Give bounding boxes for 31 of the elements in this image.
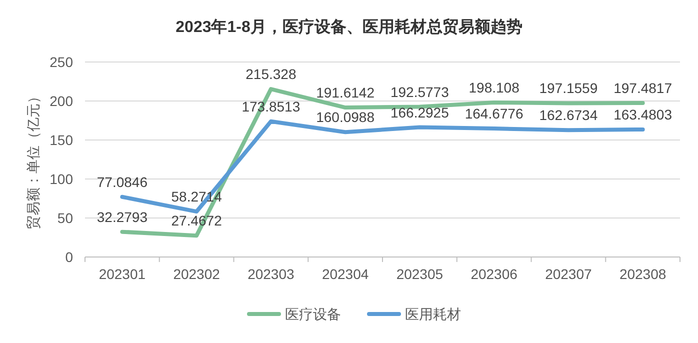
legend-label: 医用耗材	[405, 306, 461, 322]
data-label: 197.1559	[539, 80, 598, 96]
data-label: 77.0846	[96, 174, 148, 190]
x-tick-label: 202302	[173, 266, 220, 282]
data-label: 163.4803	[614, 106, 672, 122]
x-tick-label: 202305	[396, 266, 444, 282]
legend-label: 医疗设备	[285, 306, 341, 322]
data-label: 164.6776	[464, 106, 524, 122]
data-label: 197.4817	[614, 80, 672, 96]
data-label: 166.2925	[390, 104, 450, 120]
x-tick-label: 202303	[248, 266, 295, 282]
y-axis-title: 贸易额：单位（亿元）	[25, 90, 41, 230]
data-label: 215.328	[246, 66, 296, 82]
data-label: 32.2793	[96, 208, 148, 225]
data-label: 192.5773	[390, 84, 450, 100]
y-tick-label: 50	[57, 210, 74, 226]
data-label: 160.0988	[316, 109, 375, 126]
x-tick-label: 202301	[98, 266, 146, 282]
data-label: 198.108	[468, 79, 520, 96]
y-tick-label: 200	[50, 93, 74, 109]
data-label: 162.6734	[539, 107, 598, 124]
x-tick-label: 202306	[470, 266, 518, 282]
y-tick-label: 250	[50, 54, 74, 70]
y-tick-label: 0	[65, 249, 74, 265]
chart-title: 2023年1-8月，医疗设备、医用耗材总贸易额趋势	[176, 18, 522, 36]
data-label: 191.6142	[316, 84, 375, 101]
y-tick-label: 100	[50, 171, 74, 187]
y-tick-label: 150	[50, 132, 74, 148]
x-tick-label: 202304	[322, 266, 369, 282]
x-tick-label: 202308	[619, 266, 666, 282]
x-tick-label: 202307	[545, 266, 592, 282]
